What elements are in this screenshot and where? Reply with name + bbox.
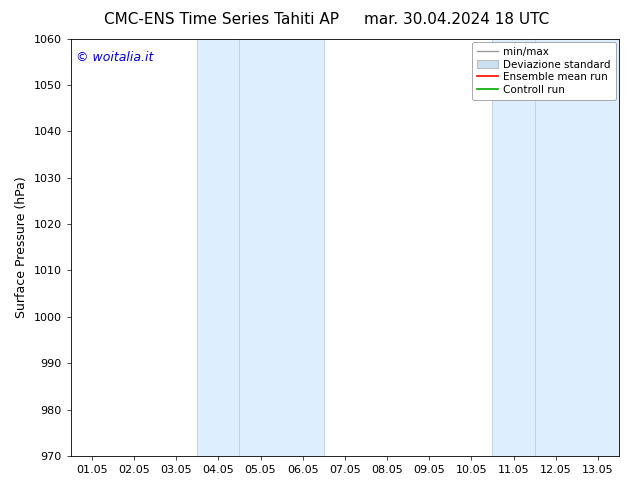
- Bar: [493, 39, 619, 456]
- Legend: min/max, Deviazione standard, Ensemble mean run, Controll run: min/max, Deviazione standard, Ensemble m…: [472, 42, 616, 100]
- Text: © woitalia.it: © woitalia.it: [76, 51, 153, 64]
- Y-axis label: Surface Pressure (hPa): Surface Pressure (hPa): [15, 176, 28, 318]
- Text: CMC-ENS Time Series Tahiti AP: CMC-ENS Time Series Tahiti AP: [105, 12, 339, 27]
- Text: mar. 30.04.2024 18 UTC: mar. 30.04.2024 18 UTC: [364, 12, 549, 27]
- Bar: [197, 39, 324, 456]
